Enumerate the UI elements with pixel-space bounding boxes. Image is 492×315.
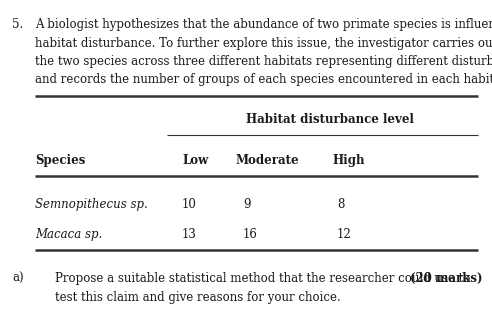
Text: 9: 9 [243,198,250,211]
Text: Semnopithecus sp.: Semnopithecus sp. [35,198,148,211]
Text: 12: 12 [337,228,352,241]
Text: Species: Species [35,154,86,167]
Text: (20 marks): (20 marks) [409,272,482,285]
Text: 13: 13 [182,228,197,241]
Text: test this claim and give reasons for your choice.: test this claim and give reasons for you… [55,290,341,303]
Text: Low: Low [182,154,208,167]
Text: 5.: 5. [12,18,23,31]
Text: a): a) [12,272,24,285]
Text: High: High [332,154,365,167]
Text: Macaca sp.: Macaca sp. [35,228,102,241]
Text: 16: 16 [243,228,258,241]
Text: the two species across three different habitats representing different disturban: the two species across three different h… [35,55,492,68]
Text: Propose a suitable statistical method that the researcher could use to: Propose a suitable statistical method th… [55,272,470,285]
Text: A biologist hypothesizes that the abundance of two primate species is influenced: A biologist hypothesizes that the abunda… [35,18,492,31]
Text: 8: 8 [337,198,344,211]
Text: and records the number of groups of each species encountered in each habitat.: and records the number of groups of each… [35,73,492,87]
Text: Habitat disturbance level: Habitat disturbance level [246,113,414,126]
Text: habitat disturbance. To further explore this issue, the investigator carries out: habitat disturbance. To further explore … [35,37,492,49]
Text: Moderate: Moderate [235,154,299,167]
Text: 10: 10 [182,198,197,211]
